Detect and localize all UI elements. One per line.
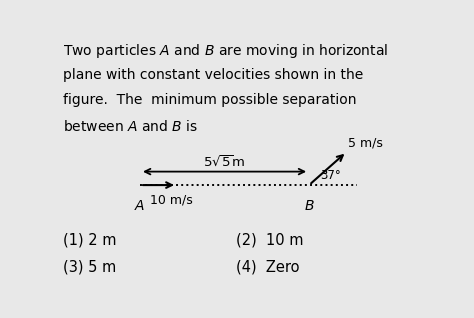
Text: $B$: $B$ <box>304 198 314 212</box>
Text: (3) 5 m: (3) 5 m <box>63 259 116 275</box>
Text: between $A$ and $B$ is: between $A$ and $B$ is <box>63 119 198 134</box>
Text: figure.  The  minimum possible separation: figure. The minimum possible separation <box>63 93 356 107</box>
Text: 37°: 37° <box>320 169 341 182</box>
Text: plane with constant velocities shown in the: plane with constant velocities shown in … <box>63 67 363 81</box>
Text: $A$: $A$ <box>135 198 146 212</box>
Text: Two particles $A$ and $B$ are moving in horizontal: Two particles $A$ and $B$ are moving in … <box>63 42 388 60</box>
Text: 10 m/s: 10 m/s <box>150 194 192 207</box>
Text: 5 m/s: 5 m/s <box>348 136 383 149</box>
Text: (1) 2 m: (1) 2 m <box>63 233 117 248</box>
Text: 5$\sqrt{5}$m: 5$\sqrt{5}$m <box>203 155 246 169</box>
Text: (4)  Zero: (4) Zero <box>236 259 299 275</box>
Text: (2)  10 m: (2) 10 m <box>236 233 303 248</box>
